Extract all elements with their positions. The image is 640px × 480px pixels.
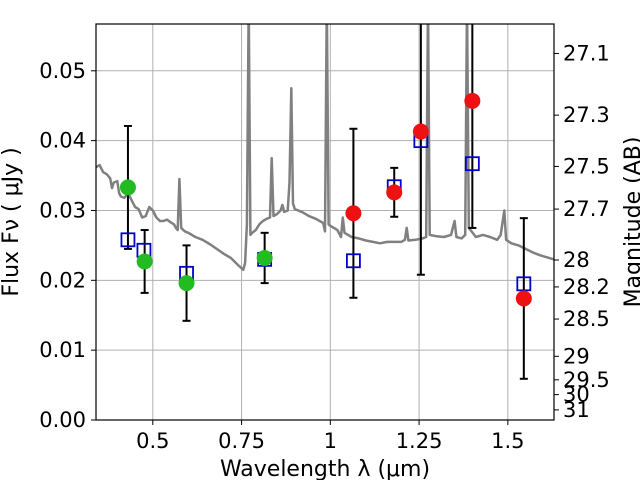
observed-point xyxy=(412,123,429,140)
plot-frame xyxy=(95,23,555,421)
sed-line xyxy=(96,24,554,272)
x-tick-label: 1 xyxy=(324,429,337,453)
model-photometry-square xyxy=(464,156,480,172)
observed-point xyxy=(178,275,195,292)
y-tick-label: 0.02 xyxy=(39,268,86,292)
observed-point xyxy=(256,249,273,266)
magnitude-axis-label: Magnitude (AB) xyxy=(621,137,640,308)
y-axis-ticks: 0.00 0.01 0.02 0.03 0.04 0.05 xyxy=(39,59,96,432)
x-tick-label: 1.5 xyxy=(491,429,524,453)
magnitude-tick-label: 31 xyxy=(563,398,590,422)
magnitude-tick-label: 28 xyxy=(563,248,590,272)
observed-points xyxy=(119,92,532,307)
y-axis-label: Flux Fν ( μJy ) xyxy=(0,147,24,296)
magnitude-tick-label: 28.2 xyxy=(563,275,610,299)
model-photometry-square xyxy=(346,253,361,269)
x-axis-label: Wavelength λ (μm) xyxy=(220,457,430,480)
y-tick-label: 0.04 xyxy=(39,129,86,153)
model-sed-line xyxy=(96,24,554,272)
magnitude-tick-label: 29 xyxy=(563,344,590,368)
x-axis-ticks: 0.5 0.75 1 1.25 1.5 xyxy=(136,420,525,453)
observed-point xyxy=(386,184,403,201)
observed-point xyxy=(136,253,153,270)
magnitude-tick-label: 28.5 xyxy=(563,307,610,331)
y-tick-label: 0.01 xyxy=(39,338,86,362)
x-tick-label: 0.5 xyxy=(136,429,169,453)
magnitude-tick-label: 27.3 xyxy=(563,103,610,127)
x-tick-label: 0.75 xyxy=(218,429,265,453)
y-tick-label: 0.03 xyxy=(39,198,86,222)
observed-point xyxy=(515,290,532,307)
observed-point xyxy=(345,205,362,222)
magnitude-tick-label: 27.5 xyxy=(563,154,610,178)
model-photometry-square xyxy=(120,232,136,248)
y-tick-label: 0.05 xyxy=(39,59,86,83)
model-photometry-square xyxy=(516,276,532,292)
magnitude-tick-label: 27.7 xyxy=(563,197,610,221)
magnitude-tick-label: 29.5 xyxy=(563,368,610,392)
observed-point xyxy=(464,92,481,109)
x-tick-label: 1.25 xyxy=(396,429,443,453)
magnitude-tick-label: 30 xyxy=(563,383,590,407)
y-tick-label: 0.00 xyxy=(39,408,86,432)
magnitude-tick-label: 27.1 xyxy=(563,41,610,65)
observed-point xyxy=(119,179,136,196)
